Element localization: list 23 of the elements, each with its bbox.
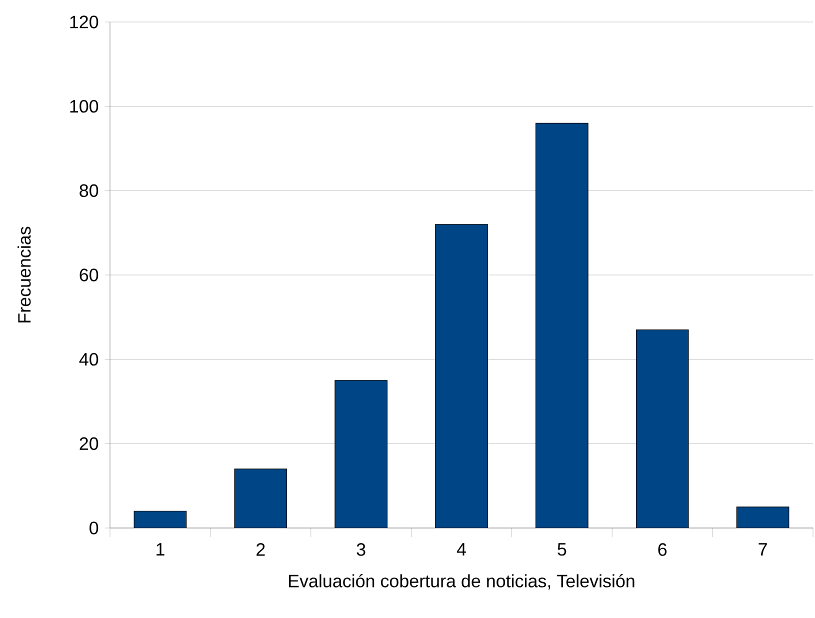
bar bbox=[736, 506, 790, 528]
y-tick-label: 40 bbox=[79, 352, 98, 366]
bar bbox=[636, 330, 689, 528]
x-tick-label: 6 bbox=[658, 543, 667, 556]
x-tick-label: 2 bbox=[256, 543, 265, 556]
x-tick-label: 5 bbox=[558, 543, 566, 556]
bar bbox=[234, 468, 288, 528]
x-tick-label: 1 bbox=[156, 543, 164, 556]
y-tick-label: 0 bbox=[90, 522, 98, 534]
y-tick-label: 100 bbox=[70, 100, 98, 113]
y-tick-label: 80 bbox=[80, 184, 98, 198]
x-axis-title: Evaluación cobertura de noticias, Televisión bbox=[289, 574, 634, 590]
y-tick-label: 120 bbox=[70, 16, 98, 28]
x-tick-label: 3 bbox=[356, 543, 366, 556]
bar bbox=[134, 510, 187, 528]
y-axis-title: Frecuencias bbox=[18, 226, 31, 322]
y-tick-label: 60 bbox=[80, 268, 98, 282]
bar bbox=[536, 122, 588, 528]
y-tick-label: 20 bbox=[80, 437, 98, 450]
x-tick-label: 4 bbox=[456, 543, 466, 556]
bar bbox=[334, 380, 388, 528]
bar bbox=[435, 224, 488, 528]
x-tick-label: 7 bbox=[758, 543, 767, 556]
